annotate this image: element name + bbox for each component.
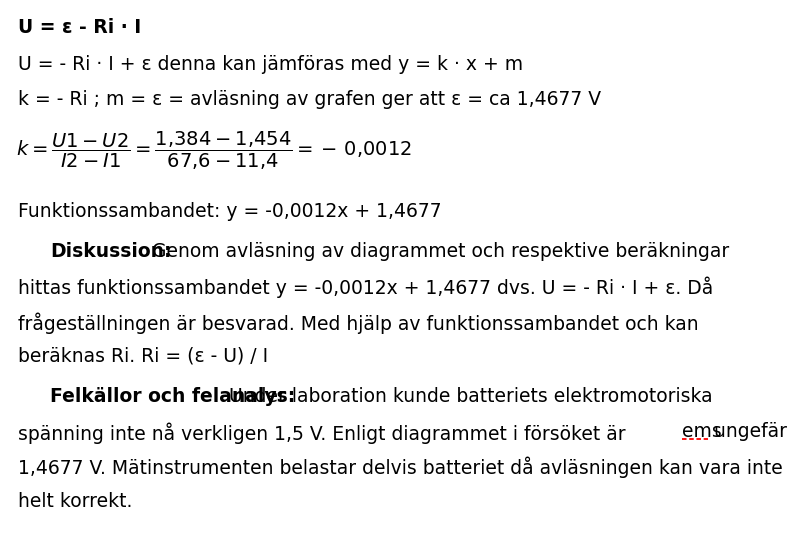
Text: Felkällor och felanalys:: Felkällor och felanalys: — [50, 387, 295, 406]
Text: U = ε - Ri · I: U = ε - Ri · I — [18, 18, 141, 37]
Text: Diskussion:: Diskussion: — [50, 242, 171, 261]
Text: 1,4677 V. Mätinstrumenten belastar delvis batteriet då avläsningen kan vara inte: 1,4677 V. Mätinstrumenten belastar delvi… — [18, 457, 783, 478]
Text: helt korrekt.: helt korrekt. — [18, 492, 132, 511]
Text: ems: ems — [682, 422, 722, 441]
Text: ungefär: ungefär — [708, 422, 787, 441]
Text: Genom avläsning av diagrammet och respektive beräkningar: Genom avläsning av diagrammet och respek… — [146, 242, 729, 261]
Text: Under laboration kunde batteriets elektromotoriska: Under laboration kunde batteriets elektr… — [223, 387, 713, 406]
Text: k = - Ri ; m = ε = avläsning av grafen ger att ε = ca 1,4677 V: k = - Ri ; m = ε = avläsning av grafen g… — [18, 90, 601, 109]
Text: hittas funktionssambandet y = -0,0012x + 1,4677 dvs. U = - Ri · I + ε. Då: hittas funktionssambandet y = -0,0012x +… — [18, 277, 713, 299]
Text: $k = \dfrac{U1 - U2}{I2 - I1} = \dfrac{1{,}384 - 1{,}454}{67{,}6 - 11{,}4} = -\,: $k = \dfrac{U1 - U2}{I2 - I1} = \dfrac{1… — [16, 130, 412, 172]
Text: beräknas Ri. Ri = (ε - U) / I: beräknas Ri. Ri = (ε - U) / I — [18, 347, 268, 366]
Text: U = - Ri · I + ε denna kan jämföras med y = k · x + m: U = - Ri · I + ε denna kan jämföras med … — [18, 55, 523, 74]
Text: Funktionssambandet: y = -0,0012x + 1,4677: Funktionssambandet: y = -0,0012x + 1,467… — [18, 202, 442, 221]
Text: spänning inte nå verkligen 1,5 V. Enligt diagrammet i försöket är: spänning inte nå verkligen 1,5 V. Enligt… — [18, 422, 632, 444]
Text: frågeställningen är besvarad. Med hjälp av funktionssambandet och kan: frågeställningen är besvarad. Med hjälp … — [18, 312, 699, 333]
